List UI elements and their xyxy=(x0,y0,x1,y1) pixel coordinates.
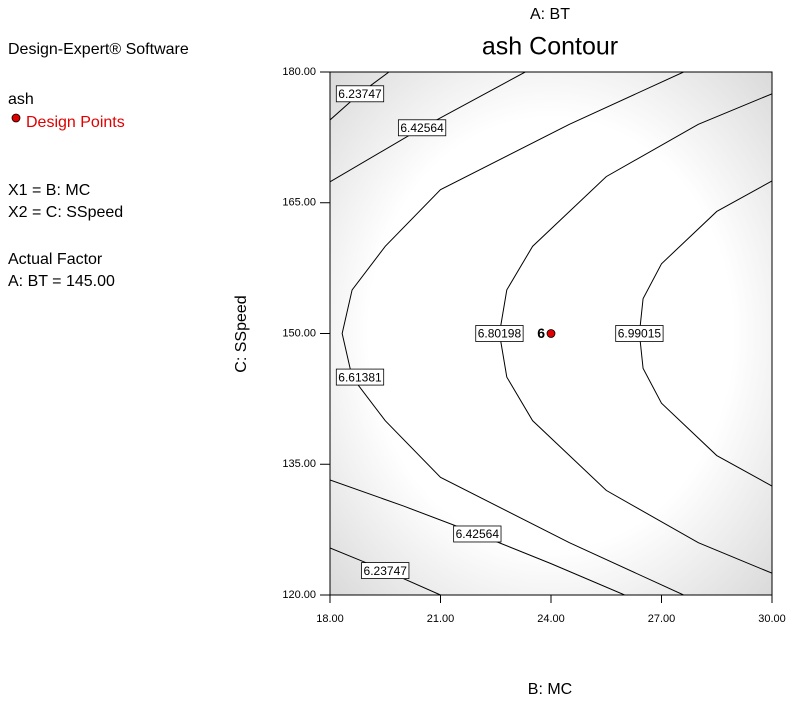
actual-factor-heading: Actual Factor xyxy=(8,251,103,268)
y-tick-label: 120.00 xyxy=(282,589,316,601)
contour-label-box xyxy=(335,368,385,386)
contour-label: 6.42564 xyxy=(400,121,444,135)
response-label: ash xyxy=(8,91,34,108)
x-tick-label: 27.00 xyxy=(648,613,676,625)
y-axis-label: C: SSpeed xyxy=(233,295,250,372)
contour-label: 6.42564 xyxy=(456,527,500,541)
contour-label-box xyxy=(615,325,664,342)
x-axis-label: B: MC xyxy=(528,681,572,698)
y-tick-label: 150.00 xyxy=(282,327,316,339)
factor-label: X1 = B: MC xyxy=(8,182,90,199)
design-point xyxy=(546,329,556,338)
overlay-layer: 6.23747 6.42564 6.61381 6.80198 6.99015 6.425… xyxy=(335,85,664,579)
contour-label-box xyxy=(397,119,447,137)
contour-label: 6.61381 xyxy=(338,370,382,384)
x-tick-label: 18.00 xyxy=(316,613,344,625)
factor-label: X2 = C: SSpeed xyxy=(8,204,123,221)
contour-label: 6.23747 xyxy=(364,564,408,578)
contour-label: 6.23747 xyxy=(338,87,382,101)
legend-label: Design Points xyxy=(26,114,125,131)
y-tick-label: 135.00 xyxy=(282,458,316,470)
contour-line xyxy=(341,72,684,595)
contour-label-box xyxy=(361,562,410,579)
x-tick-label: 21.00 xyxy=(427,613,455,625)
contour-label-box xyxy=(453,525,502,543)
chart-title: ash Contour xyxy=(482,33,618,61)
contour-label-box xyxy=(335,85,385,103)
y-tick-label: 180.00 xyxy=(282,66,316,78)
point-count: 6 xyxy=(537,325,545,341)
actual-factor: A: BT = 145.00 xyxy=(8,273,115,290)
legend-marker xyxy=(11,113,21,123)
top-label: A: BT xyxy=(530,6,570,23)
y-tick-label: 165.00 xyxy=(282,197,316,209)
contour-label: 6.99015 xyxy=(618,327,662,341)
contour-label-box xyxy=(475,325,524,342)
software-label: Design-Expert® Software xyxy=(8,41,189,58)
x-tick-label: 30.00 xyxy=(758,613,786,625)
x-tick-label: 24.00 xyxy=(537,613,565,625)
contour-label: 6.80198 xyxy=(478,327,522,341)
